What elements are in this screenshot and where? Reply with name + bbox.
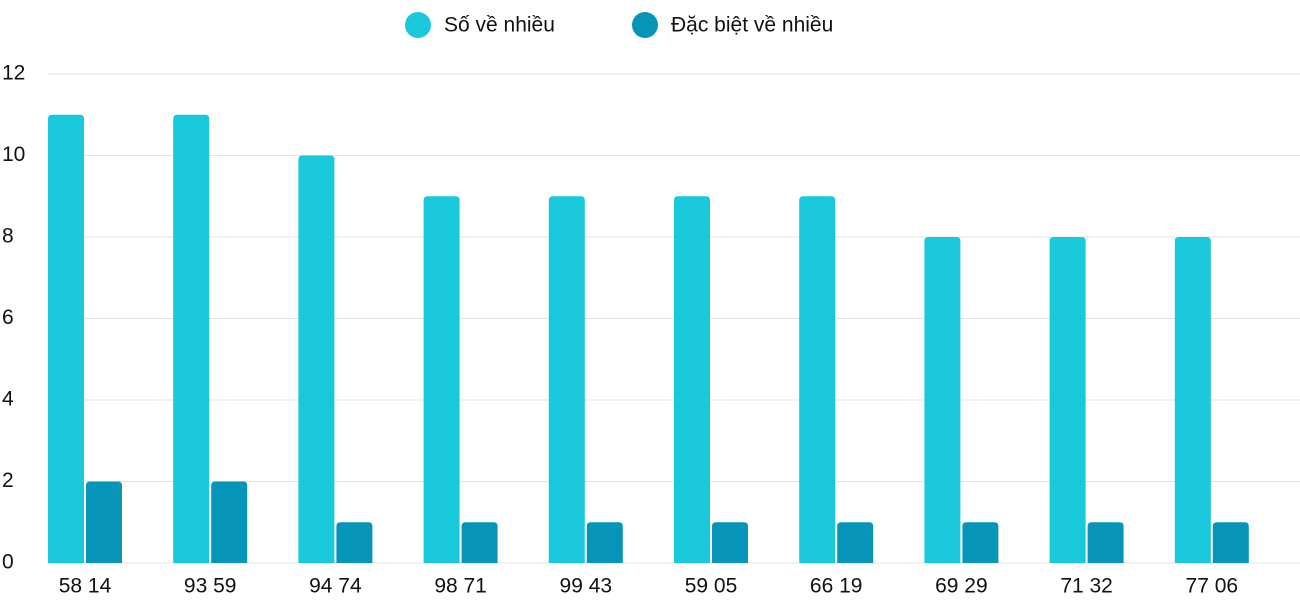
x-tick-label: 69 29: [935, 575, 988, 598]
legend-marker: [632, 12, 658, 38]
x-tick-label: 99 43: [560, 575, 613, 598]
bar: [1174, 237, 1211, 563]
x-tick-label: 59 05: [685, 575, 738, 598]
bar: [548, 196, 585, 563]
legend-marker: [405, 12, 431, 38]
bar: [799, 196, 836, 563]
y-tick-label: 2: [2, 469, 14, 492]
bar: [423, 196, 460, 563]
bar: [712, 522, 748, 563]
y-tick-label: 4: [2, 388, 14, 411]
bar: [1049, 237, 1086, 563]
bar: [924, 237, 961, 563]
x-tick-label: 58 14: [59, 575, 112, 598]
x-tick-label: 93 59: [184, 575, 237, 598]
legend-label: Số về nhiều: [444, 14, 555, 37]
bar: [86, 481, 122, 563]
x-tick-label: 94 74: [309, 575, 362, 598]
bar: [586, 522, 623, 563]
y-tick-label: 12: [2, 62, 25, 85]
bar: [298, 155, 335, 563]
x-tick-label: 98 71: [434, 575, 487, 598]
y-tick-label: 6: [2, 306, 14, 329]
y-tick-label: 8: [2, 225, 14, 248]
x-tick-label: 77 06: [1186, 575, 1239, 598]
x-tick-label: 71 32: [1060, 575, 1113, 598]
bar: [461, 522, 498, 563]
bar: [674, 196, 710, 563]
y-tick-label: 10: [2, 143, 25, 166]
bar: [173, 114, 210, 563]
bar: [1087, 522, 1124, 563]
legend-label: Đặc biệt về nhiều: [671, 14, 833, 37]
bar: [48, 114, 84, 563]
y-tick-label: 0: [2, 551, 14, 574]
x-tick-label: 66 19: [810, 575, 863, 598]
bar: [837, 522, 874, 563]
bar: [962, 522, 999, 563]
bar: [1212, 522, 1249, 563]
bar: [336, 522, 373, 563]
bar: [211, 481, 248, 563]
